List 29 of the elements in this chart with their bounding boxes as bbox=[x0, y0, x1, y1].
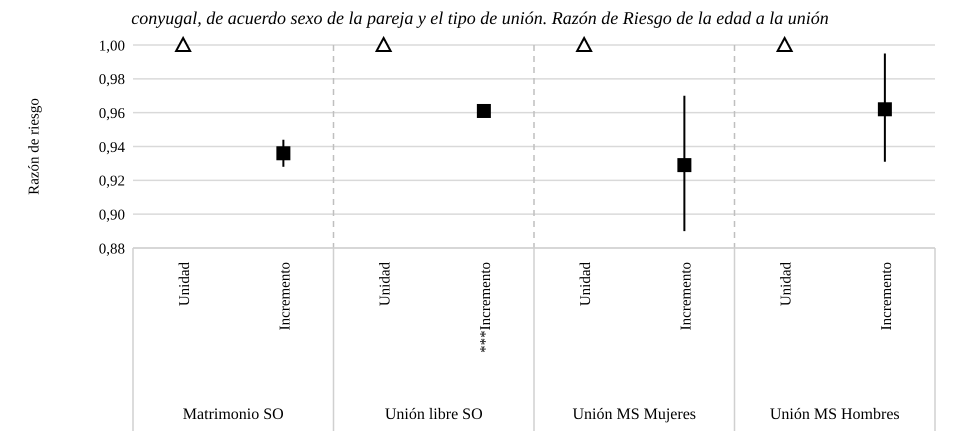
text: Unión MS Hombres bbox=[770, 406, 900, 423]
x-tick-label: Incremento bbox=[277, 262, 294, 330]
point bbox=[576, 37, 592, 52]
point bbox=[677, 158, 692, 172]
point bbox=[776, 37, 793, 52]
x-tick-label: Incremento bbox=[678, 262, 694, 330]
x-tick-label: Incremento bbox=[878, 262, 895, 330]
y-axis-title: Razón de riesgo bbox=[26, 98, 42, 195]
point bbox=[175, 37, 192, 52]
point bbox=[878, 102, 892, 116]
text: Unión MS Mujeres bbox=[572, 406, 696, 423]
text: Matrimonio SO bbox=[182, 406, 284, 423]
y-tick-label: 0,96 bbox=[98, 106, 126, 122]
y-tick-label: 0,94 bbox=[98, 140, 126, 156]
chart-title: conyugal, de acuerdo sexo de la pareja y el tipo de unión. Razón de Riesgo de la edad a la unión bbox=[131, 8, 829, 28]
x-tick-label: Unidad bbox=[778, 262, 795, 306]
y-tick-label: 0,92 bbox=[98, 174, 125, 190]
point bbox=[476, 104, 491, 118]
x-tick-label: Unidad bbox=[378, 262, 394, 306]
point bbox=[376, 37, 392, 52]
x-tick-label: Unidad bbox=[177, 262, 194, 306]
y-tick-label: 1,00 bbox=[98, 38, 125, 54]
y-tick-label: 0,90 bbox=[98, 207, 125, 224]
text: Unión libre SO bbox=[384, 406, 483, 423]
point bbox=[276, 146, 290, 160]
y-tick-label: 0,98 bbox=[98, 72, 125, 88]
x-tick-label: Unidad bbox=[578, 262, 594, 306]
y-tick-label: 0,88 bbox=[98, 241, 125, 258]
x-tick-label: ***Incremento bbox=[478, 262, 494, 353]
